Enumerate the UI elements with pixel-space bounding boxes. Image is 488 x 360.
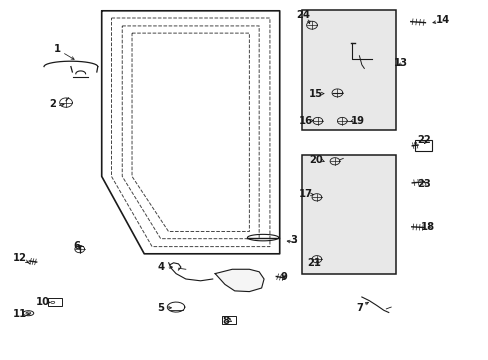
Text: 20: 20 [309, 155, 323, 165]
Text: 13: 13 [393, 58, 407, 68]
Text: 10: 10 [36, 297, 49, 307]
Text: 2: 2 [49, 99, 56, 109]
Text: 11: 11 [12, 309, 27, 319]
Text: 16: 16 [299, 116, 312, 126]
Text: 3: 3 [289, 235, 296, 246]
Text: 15: 15 [308, 89, 322, 99]
Text: 12: 12 [13, 253, 26, 264]
Text: 9: 9 [280, 272, 287, 282]
Text: 4: 4 [158, 262, 164, 272]
FancyBboxPatch shape [302, 10, 395, 130]
Text: 5: 5 [157, 303, 163, 313]
Text: 18: 18 [420, 222, 434, 232]
Text: 8: 8 [222, 316, 229, 327]
Text: 6: 6 [73, 241, 80, 251]
Text: 24: 24 [296, 10, 309, 20]
Text: 17: 17 [299, 189, 312, 199]
Text: 23: 23 [417, 179, 430, 189]
Text: 19: 19 [350, 116, 364, 126]
Polygon shape [215, 269, 264, 292]
Text: 21: 21 [306, 258, 320, 268]
Text: 14: 14 [434, 15, 449, 25]
FancyBboxPatch shape [302, 155, 395, 274]
Text: 1: 1 [54, 44, 61, 54]
Text: 22: 22 [417, 135, 430, 145]
Text: 7: 7 [355, 303, 362, 313]
